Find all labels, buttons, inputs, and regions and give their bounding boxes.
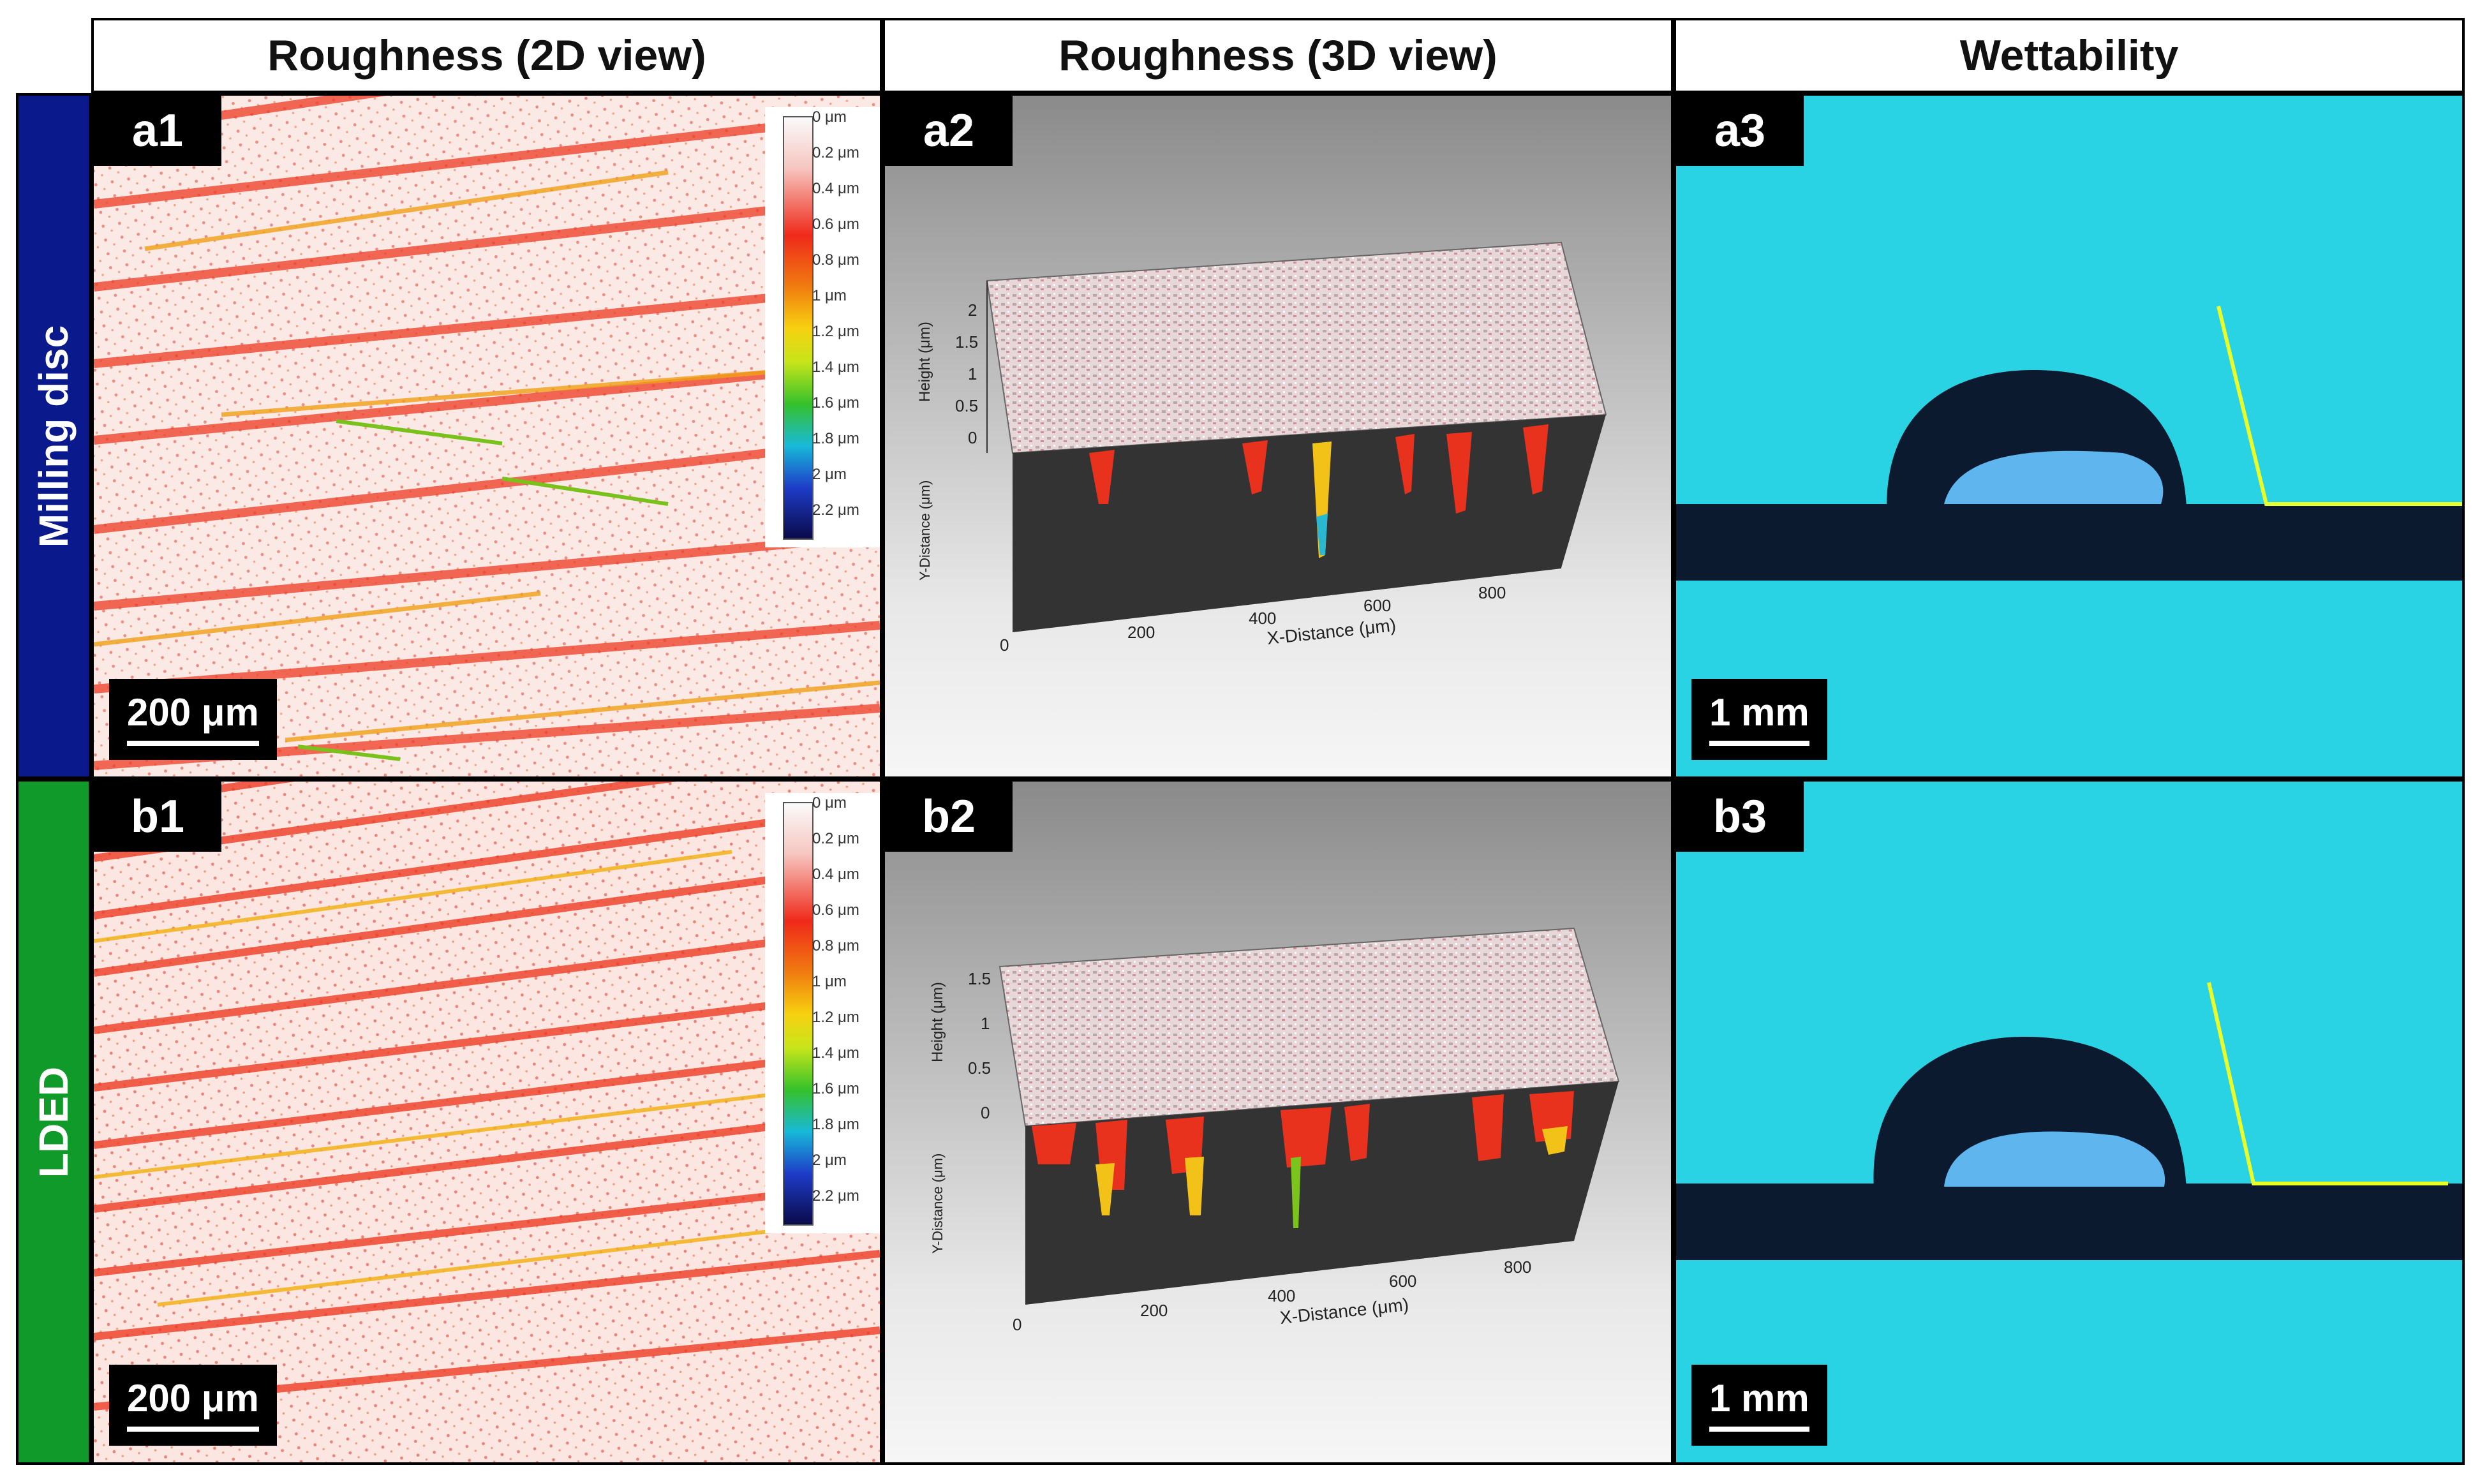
x-tick-0: 0	[1000, 635, 1009, 655]
surface-plot-b2: 0 200 400 600 800 X-Distance (μm) 0 0.5 …	[929, 927, 1620, 1334]
x-tick-200: 200	[1140, 1301, 1168, 1320]
scalebar-a3: 1 mm	[1691, 679, 1827, 760]
x-tick-600: 600	[1389, 1272, 1416, 1291]
row-label-lded: LDED	[16, 779, 91, 1465]
x-tick-600: 600	[1363, 596, 1391, 615]
scalebar-a1: 200 μm	[109, 679, 277, 760]
x-tick-400: 400	[1268, 1286, 1295, 1305]
x-axis-label: X-Distance (μm)	[1279, 1295, 1409, 1328]
z-axis-label: Height (μm)	[929, 982, 946, 1062]
colorbar-b1: 0 μm 0.2 μm 0.4 μm 0.6 μm 0.8 μm 1 μm 1.…	[765, 793, 880, 1233]
panel-b2-roughness-3d: 0 200 400 600 800 X-Distance (μm) 0 0.5 …	[882, 779, 1674, 1465]
z-tick-0.5: 0.5	[955, 396, 978, 415]
x-tick-800: 800	[1504, 1258, 1531, 1277]
z-tick-0.5: 0.5	[968, 1058, 991, 1078]
panel-tag-a2: a2	[885, 96, 1013, 166]
z-tick-2: 2	[968, 301, 977, 320]
panel-tag-a3: a3	[1676, 96, 1804, 166]
panel-tag-a1: a1	[94, 96, 221, 166]
y-axis-label: Y-Distance (μm)	[917, 480, 933, 581]
row-label-milling-disc: Milling disc	[16, 93, 91, 779]
panel-b1-roughness-2d: b1 0 μm 0.2 μm 0.4 μm 0.6 μm 0.8 μm 1 μm…	[91, 779, 882, 1465]
panel-tag-b1: b1	[94, 782, 221, 852]
droplet-image-a3	[1676, 306, 2462, 581]
header-roughness-3d: Roughness (3D view)	[882, 18, 1674, 93]
x-tick-800: 800	[1478, 583, 1506, 602]
panel-a3-wettability: a3 1 mm	[1674, 93, 2465, 779]
panel-tag-b3: b3	[1676, 782, 1804, 852]
colorbar-a1: 0 μm 0.2 μm 0.4 μm 0.6 μm 0.8 μm 1 μm 1.…	[765, 107, 880, 547]
droplet-image-b3	[1676, 982, 2462, 1260]
x-tick-0: 0	[1013, 1315, 1021, 1334]
surface-plot-a2: 0 200 400 600 800 X-Distance (μm) 0 0.5 …	[916, 241, 1607, 655]
z-axis-label: Height (μm)	[916, 322, 933, 402]
z-tick-1.5: 1.5	[968, 969, 991, 988]
x-tick-200: 200	[1127, 623, 1155, 642]
y-axis-label: Y-Distance (μm)	[930, 1154, 946, 1254]
x-axis-label: X-Distance (μm)	[1266, 615, 1397, 648]
panel-b3-wettability: b3 1 mm	[1674, 779, 2465, 1465]
roughness-map-b1	[94, 782, 880, 1462]
z-tick-0: 0	[981, 1103, 990, 1122]
z-tick-1: 1	[981, 1014, 990, 1033]
header-roughness-2d: Roughness (2D view)	[91, 18, 882, 93]
header-wettability: Wettability	[1674, 18, 2465, 93]
x-tick-400: 400	[1249, 609, 1276, 628]
z-tick-1: 1	[968, 364, 977, 383]
panel-a2-roughness-3d: 0 200 400 600 800 X-Distance (μm) 0 0.5 …	[882, 93, 1674, 779]
scalebar-b1: 200 μm	[109, 1365, 277, 1446]
panel-a1-roughness-2d: a1 0 μm 0.2 μm 0.4 μm 0.6 μm 0.8 μm 1 μm…	[91, 93, 882, 779]
z-tick-0: 0	[968, 428, 977, 447]
z-tick-1.5: 1.5	[955, 332, 978, 352]
panel-tag-b2: b2	[885, 782, 1013, 852]
scalebar-b3: 1 mm	[1691, 1365, 1827, 1446]
roughness-map-a1	[94, 96, 880, 776]
